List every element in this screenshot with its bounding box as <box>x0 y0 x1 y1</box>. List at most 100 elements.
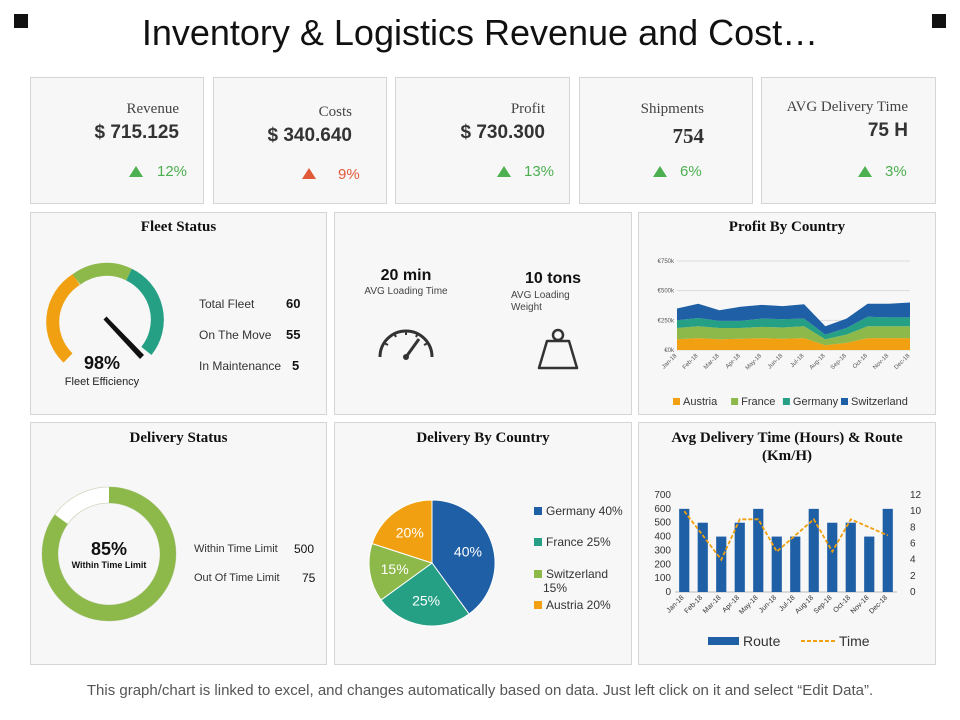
pie-slice-austria <box>371 499 433 564</box>
loading-panel[interactable]: 20 min AVG Loading Time 10 tons AVG Load… <box>334 212 632 415</box>
fleet-gauge <box>46 262 164 363</box>
loading-weight-label-line: AVG Loading <box>511 290 570 301</box>
profit-area-chart: €0k €250k €500k €750k Jan-18 Feb-18 Mar-18 Apr-… <box>658 259 912 408</box>
time-line <box>683 510 889 562</box>
fleet-stat-value: 5 <box>292 358 300 373</box>
delivery-stat-label: Within Time Limit <box>194 543 278 555</box>
y-tick-label: 500 <box>654 518 671 529</box>
fleet-stat-label: Total Fleet <box>199 297 255 311</box>
legend-label: Time <box>839 633 870 649</box>
legend-label: Austria <box>683 396 718 408</box>
kpi-card-avg-delivery-time[interactable]: AVG Delivery Time 75 H 3% <box>761 77 936 204</box>
panel-title-line: Avg Delivery Time (Hours) & Route <box>671 430 903 446</box>
delivery-status-panel[interactable]: Delivery Status 85% Within Time Limit Wi… <box>30 422 327 665</box>
panel-title: Delivery Status <box>129 430 228 446</box>
x-tick-label: Sep-18 <box>830 353 848 371</box>
delivery-donut-chart <box>41 486 177 622</box>
legend-swatch <box>534 538 542 546</box>
delivery-stat-label: Out Of Time Limit <box>194 572 280 584</box>
pie-slice-germany <box>431 499 496 615</box>
kpi-value: $ 715.125 <box>94 122 179 143</box>
gauge-segment-green <box>72 262 132 285</box>
legend-swatch <box>534 570 542 578</box>
x-tick-label: Jun-18 <box>758 594 778 614</box>
kpi-label: Shipments <box>640 101 704 117</box>
x-tick-label: Feb-18 <box>684 594 705 615</box>
y-tick-label: €750k <box>658 259 675 265</box>
legend-swatch <box>841 398 848 405</box>
pie-legend-item: Austria 20% <box>534 598 611 612</box>
kpi-value: $ 340.640 <box>267 125 352 146</box>
x-tick-label: Mar-18 <box>703 353 721 371</box>
pie-legend-item: France 25% <box>534 535 611 549</box>
delivery-stat-value: 75 <box>302 571 316 585</box>
delivery-by-country-panel[interactable]: Delivery By Country 40% 25% 15% 20% Germany… <box>334 422 632 665</box>
x-tick-label: Jul-18 <box>790 353 806 369</box>
pie-legend-item: Switzerland 15% <box>534 567 608 595</box>
avg-delivery-route-panel[interactable]: Avg Delivery Time (Hours) & Route (Km/H)… <box>638 422 936 665</box>
donut-filled-arc <box>42 487 176 621</box>
kpi-card-shipments[interactable]: Shipments 754 6% <box>579 77 753 204</box>
area-series-switzerland <box>677 302 910 335</box>
x-tick-label: Mar-18 <box>702 594 723 615</box>
loading-time-value: 20 min <box>380 267 432 284</box>
y2-tick-label: 0 <box>910 587 916 598</box>
fleet-efficiency-value: 98% <box>83 353 121 373</box>
legend-label: Germany 40% <box>546 504 623 518</box>
y-tick-label: €500k <box>658 289 675 295</box>
footer-note: This graph/chart is linked to excel, and… <box>86 682 874 699</box>
legend-label: Switzerland <box>546 567 609 581</box>
legend-swatch <box>534 601 542 609</box>
kpi-value: 75 H <box>867 120 908 141</box>
kpi-card-profit[interactable]: Profit $ 730.300 13% <box>395 77 570 204</box>
x-tick-label: Jan-18 <box>661 353 679 371</box>
y2-tick-label: 8 <box>910 522 916 533</box>
x-tick-label: Nov-18 <box>850 594 871 615</box>
route-bar <box>790 536 801 592</box>
area-series-austria <box>677 338 910 350</box>
delivery-percent: 85% <box>90 539 128 559</box>
y-tick-label: 100 <box>654 573 671 584</box>
trend-up-icon <box>129 166 143 177</box>
y2-tick-label: 2 <box>910 571 916 582</box>
delivery-stat-value: 500 <box>294 542 315 556</box>
kpi-card-costs[interactable]: Costs $ 340.640 9% <box>213 77 387 204</box>
x-tick-label: Oct-18 <box>852 353 869 370</box>
trend-up-icon <box>653 166 667 177</box>
panel-title: Profit By Country <box>728 219 846 235</box>
legend-swatch <box>782 398 790 405</box>
speedometer-icon <box>378 329 434 360</box>
y2-tick-label: 12 <box>910 490 922 501</box>
route-bar <box>753 508 764 592</box>
y-tick-label: €250k <box>658 318 675 324</box>
legend-label: Route <box>743 633 781 649</box>
pie-data-label: 20% <box>396 524 424 540</box>
delivery-caption: Within Time Limit <box>71 560 147 570</box>
legend-swatch <box>673 398 680 405</box>
kpi-value: $ 730.300 <box>460 122 545 143</box>
trend-up-icon <box>302 168 316 179</box>
pie-slice-switzerland <box>368 542 434 601</box>
legend-swatch <box>731 398 739 405</box>
profit-by-country-panel[interactable]: Profit By Country €0k €250k €500k €750k Jan-… <box>638 212 936 415</box>
kpi-label: Revenue <box>126 101 179 117</box>
x-tick-label: Jun-18 <box>767 353 785 371</box>
x-tick-label: Apr-18 <box>725 353 742 370</box>
fleet-status-panel[interactable]: Fleet Status 98% Fleet Efficiency Total … <box>30 212 327 415</box>
y-tick-label: 400 <box>654 532 671 543</box>
kpi-change: 3% <box>885 163 907 180</box>
x-tick-label: May-18 <box>738 594 760 616</box>
loading-weight-label-line: Weight <box>511 302 542 313</box>
page-title: Inventory & Logistics Revenue and Cost… <box>141 12 819 53</box>
kpi-card-revenue[interactable]: Revenue $ 715.125 12% <box>30 77 204 204</box>
legend-label: Switzerland <box>851 396 908 408</box>
kpi-label: Profit <box>510 101 545 117</box>
x-tick-label: Aug-18 <box>809 353 827 371</box>
route-bar <box>827 522 838 592</box>
x-tick-label: Feb-18 <box>682 353 700 371</box>
fleet-stat-value: 60 <box>286 296 301 311</box>
kpi-change: 6% <box>680 163 702 180</box>
kpi-label: AVG Delivery Time <box>786 99 908 115</box>
y2-tick-label: 10 <box>910 506 922 517</box>
panel-title: Avg Delivery Time (Hours) & Route (Km/H) <box>639 429 935 465</box>
